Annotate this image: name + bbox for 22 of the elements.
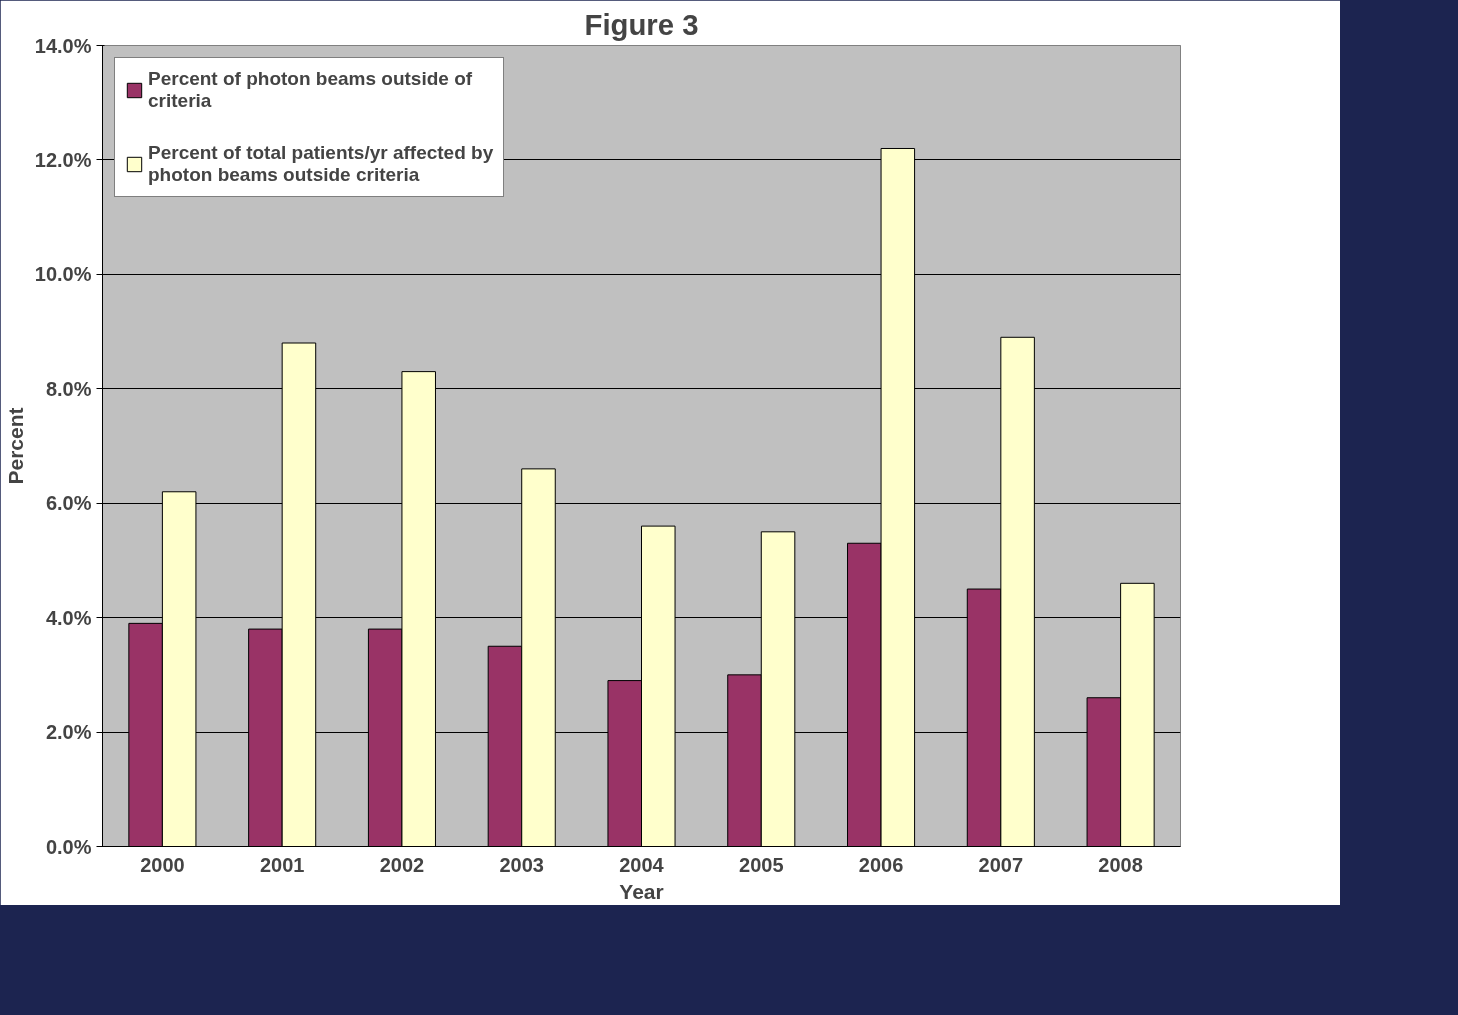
legend-label: Percent of total patients/yr affected by photon beams outside criteria [148,142,494,186]
y-tick-label: 12.0% [34,148,92,171]
x-tick-label: 2006 [858,853,904,876]
x-tick-label: 2001 [259,853,305,876]
legend-label: Percent of photon beams outside of criteria [148,68,473,112]
x-tick-label: 2005 [739,853,784,876]
y-axis-title: Percent [3,407,27,485]
y-tick-label: 0.0% [45,835,92,858]
x-tick-label: 2004 [619,853,665,876]
y-tick-label: 14.0% [34,34,92,57]
y-tick-label: 4.0% [45,606,92,629]
y-tick-label: 2.0% [45,721,92,744]
x-tick-label: 2007 [978,853,1024,876]
y-tick-label: 6.0% [45,492,92,515]
x-tick-label: 2003 [499,853,544,876]
y-tick-label: 10.0% [34,263,92,286]
x-tick-label: 2008 [1098,853,1143,876]
chart-title: Figure 3 [584,7,699,41]
x-tick-label: 2000 [140,853,185,876]
x-axis-title: Year [619,879,664,903]
x-tick-label: 2002 [379,853,425,876]
y-tick-label: 8.0% [45,377,92,400]
